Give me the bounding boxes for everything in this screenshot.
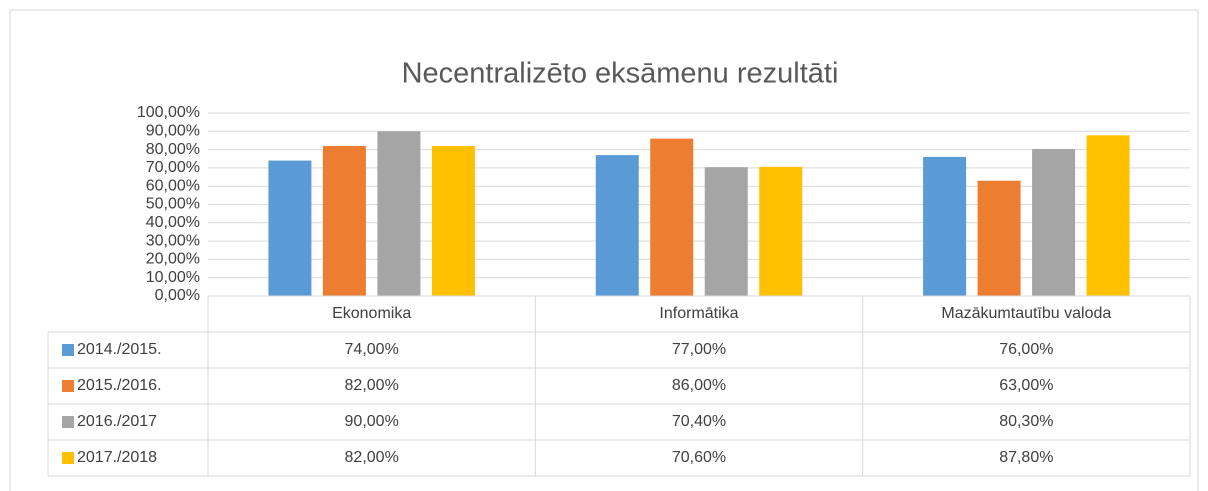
bar xyxy=(377,131,421,296)
data-label: 82,00% xyxy=(345,377,399,394)
bar xyxy=(431,145,475,296)
data-label: 80,30% xyxy=(999,413,1053,430)
bar xyxy=(923,156,967,296)
bar xyxy=(1032,149,1076,296)
bar xyxy=(1086,135,1130,296)
data-label: 76,00% xyxy=(999,341,1053,358)
data-label: 86,00% xyxy=(672,377,726,394)
data-label: 77,00% xyxy=(672,341,726,358)
legend-swatch xyxy=(62,452,74,464)
y-tick-label: 90,00% xyxy=(146,123,200,140)
bar xyxy=(704,167,748,296)
y-tick-label: 60,00% xyxy=(146,177,200,194)
x-tick-label: Ekonomika xyxy=(332,305,411,322)
legend-label: 2015./2016. xyxy=(77,377,162,394)
data-label: 90,00% xyxy=(345,413,399,430)
y-tick-label: 70,00% xyxy=(146,159,200,176)
data-label: 82,00% xyxy=(345,449,399,466)
legend-label: 2017./2018 xyxy=(77,449,157,466)
y-tick-label: 0,00% xyxy=(155,287,200,304)
chart-title: Necentralizēto eksāmenu rezultāti xyxy=(402,58,839,90)
data-label: 74,00% xyxy=(345,341,399,358)
y-tick-label: 50,00% xyxy=(146,196,200,213)
data-label: 63,00% xyxy=(999,377,1053,394)
y-tick-label: 10,00% xyxy=(146,269,200,286)
legend-label: 2016./2017 xyxy=(77,413,157,430)
y-tick-label: 100,00% xyxy=(137,104,200,121)
bar xyxy=(759,166,803,296)
legend-swatch xyxy=(62,344,74,356)
legend-label: 2014./2015. xyxy=(77,341,162,358)
bar xyxy=(595,155,639,296)
y-tick-label: 40,00% xyxy=(146,214,200,231)
chart-frame xyxy=(9,9,1199,491)
bar xyxy=(650,138,694,296)
x-tick-label: Mazākumtautību valoda xyxy=(941,305,1111,322)
bar xyxy=(322,145,366,296)
legend-swatch xyxy=(62,416,74,428)
y-tick-label: 30,00% xyxy=(146,232,200,249)
bar xyxy=(977,180,1021,296)
data-label: 70,60% xyxy=(672,449,726,466)
x-tick-label: Informātika xyxy=(659,305,738,322)
data-label: 87,80% xyxy=(999,449,1053,466)
y-tick-label: 80,00% xyxy=(146,141,200,158)
data-label: 70,40% xyxy=(672,413,726,430)
legend-swatch xyxy=(62,380,74,392)
y-tick-label: 20,00% xyxy=(146,251,200,268)
bar xyxy=(268,160,312,296)
